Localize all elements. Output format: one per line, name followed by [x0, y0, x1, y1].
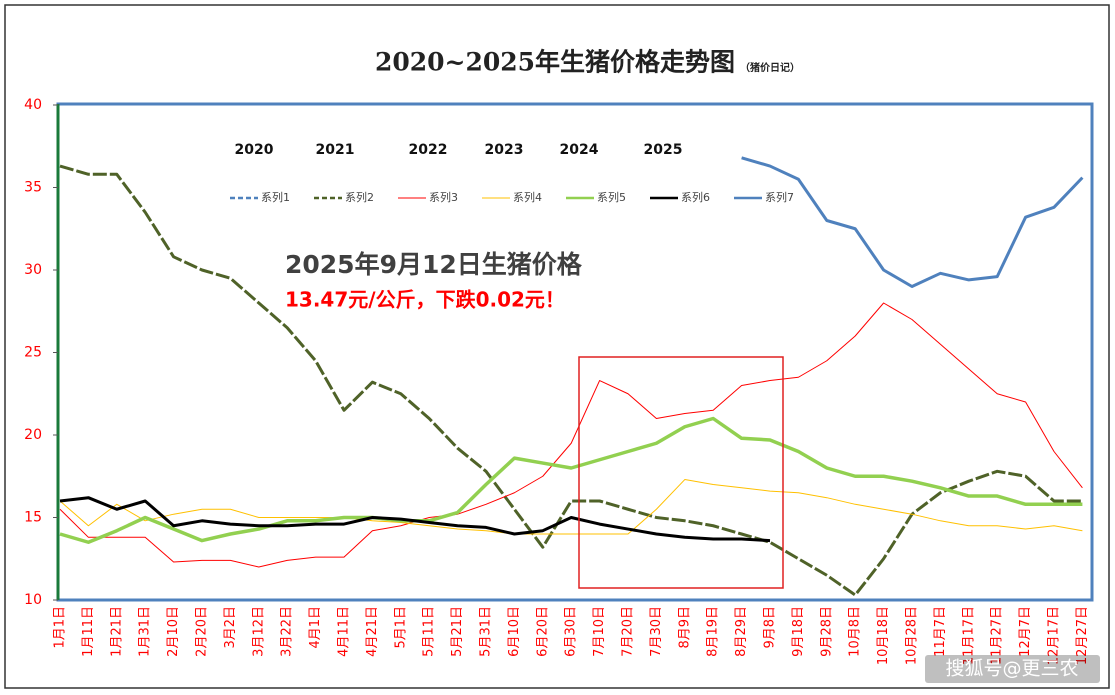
x-tick-label: 12月27日 [1075, 606, 1090, 665]
legend-label: 系列6 [681, 190, 710, 204]
y-tick-label: 15 [24, 510, 42, 526]
series-line [59, 496, 771, 543]
year-label: 2021 [316, 142, 355, 158]
x-tick-label: 5月1日 [393, 606, 408, 649]
watermark-bg [925, 655, 1100, 683]
x-tick-label: 9月28日 [819, 606, 834, 657]
watermark: 搜狐号@更三农 [945, 658, 1078, 680]
x-tick-label: 10月18日 [876, 606, 891, 665]
year-label: 2024 [560, 142, 599, 158]
y-tick-label: 35 [24, 180, 42, 196]
y-tick-label: 40 [24, 97, 42, 113]
x-tick-label: 3月12日 [251, 606, 266, 657]
legend-label: 系列5 [597, 190, 626, 204]
y-tick-label: 10 [24, 592, 42, 608]
x-tick-label: 2月10日 [166, 606, 181, 657]
x-tick-label: 6月10日 [507, 606, 522, 657]
series-line [741, 156, 1084, 288]
y-tick-label: 30 [24, 262, 42, 278]
x-tick-label: 4月1日 [308, 606, 323, 649]
x-tick-label: 4月21日 [365, 606, 380, 657]
x-tick-label: 1月1日 [53, 606, 68, 649]
series-line [59, 416, 1083, 544]
x-tick-label: 8月9日 [677, 606, 692, 649]
y-tick-label: 25 [24, 345, 42, 361]
x-tick-label: 8月19日 [706, 606, 721, 657]
x-tick-label: 5月31日 [479, 606, 494, 657]
x-tick-label: 6月30日 [564, 606, 579, 657]
x-tick-label: 7月20日 [621, 606, 636, 657]
x-tick-label: 9月18日 [791, 606, 806, 657]
legend-label: 系列7 [765, 190, 794, 204]
x-tick-label: 7月10日 [592, 606, 607, 657]
chart-title: 2020~2025年生猪价格走势图 [375, 48, 735, 77]
x-tick-label: 6月20日 [535, 606, 550, 657]
x-tick-label: 1月31日 [138, 606, 153, 657]
x-tick-label: 11月7日 [933, 606, 948, 657]
plot-area [56, 102, 1094, 602]
x-tick-label: 3月22日 [280, 606, 295, 657]
legend-label: 系列1 [261, 190, 290, 204]
chart-subtitle: （猪价日记） [740, 61, 800, 74]
x-tick-label: 9月8日 [763, 606, 778, 649]
x-tick-label: 7月30日 [649, 606, 664, 657]
x-tick-label: 3月2日 [223, 606, 238, 649]
x-tick-label: 1月21日 [109, 606, 124, 657]
x-tick-label: 11月17日 [961, 606, 976, 665]
x-tick-label: 8月29日 [734, 606, 749, 657]
x-tick-label: 4月11日 [337, 606, 352, 657]
year-label: 2022 [409, 142, 448, 158]
series-line [59, 479, 1083, 535]
legend-label: 系列2 [345, 190, 374, 204]
x-tick-label: 2月20日 [195, 606, 210, 657]
series-line [59, 302, 1083, 568]
highlight-box [578, 356, 784, 589]
x-tick-label: 10月28日 [905, 606, 920, 665]
x-tick-label: 12月17日 [1047, 606, 1062, 665]
legend-label: 系列3 [429, 190, 458, 204]
x-tick-label: 5月11日 [422, 606, 437, 657]
year-label: 2020 [235, 142, 274, 158]
y-tick-label: 20 [24, 427, 42, 443]
year-label: 2023 [485, 142, 524, 158]
legend-label: 系列4 [513, 190, 542, 204]
x-tick-label: 1月11日 [81, 606, 96, 657]
x-tick-label: 11月27日 [990, 606, 1005, 665]
year-label: 2025 [644, 142, 683, 158]
x-tick-label: 10月8日 [848, 606, 863, 657]
annotation: 13.47元/公斤，下跌0.02元！ [285, 288, 565, 312]
x-tick-label: 12月7日 [1018, 606, 1033, 657]
x-tick-label: 5月21日 [450, 606, 465, 657]
annotation: 2025年9月12日生猪价格 [285, 250, 583, 279]
